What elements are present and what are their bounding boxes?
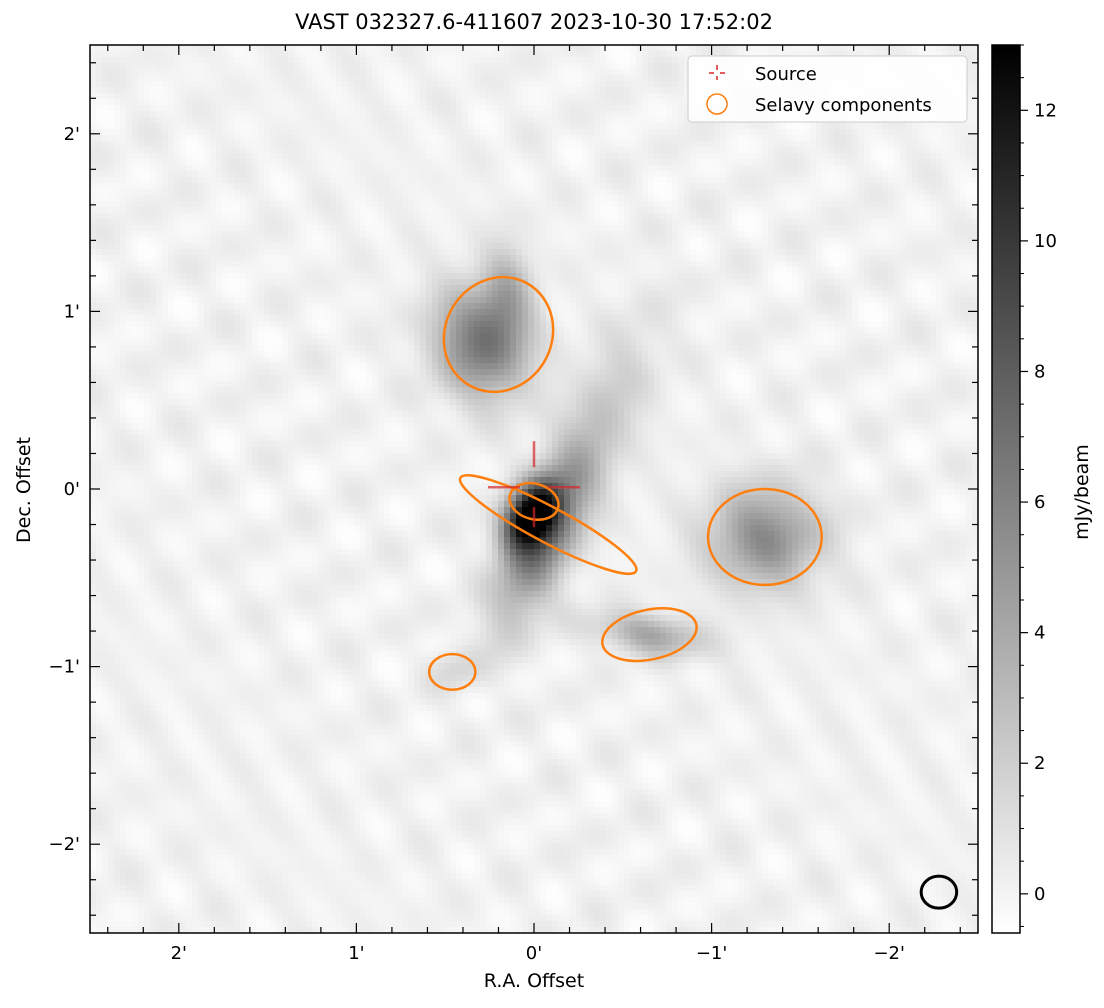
colorbar-tick-label: 4 xyxy=(1034,623,1045,644)
y-tick-label: 1' xyxy=(64,301,80,322)
selavy-component-ellipse xyxy=(706,487,823,587)
legend-source-label: Source xyxy=(755,64,817,85)
selavy-component-ellipse xyxy=(601,607,698,663)
legend-selavy-label: Selavy components xyxy=(755,95,932,116)
x-tick-label: 0' xyxy=(526,943,542,964)
colorbar-tick-label: 6 xyxy=(1034,492,1045,513)
legend-box xyxy=(687,55,968,123)
selavy-component-ellipse xyxy=(442,275,555,394)
x-tick-label: 1' xyxy=(348,943,364,964)
colorbar-tick-label: 2 xyxy=(1034,753,1045,774)
colorbar-tick-label: 0 xyxy=(1034,884,1045,905)
x-tick-label: 2' xyxy=(171,943,187,964)
y-tick-label: 0' xyxy=(64,479,80,500)
selavy-component-ellipse xyxy=(427,652,477,691)
legend-selavy-icon xyxy=(706,93,728,115)
colorbar-tick-label: 12 xyxy=(1034,100,1057,121)
y-axis-label: Dec. Offset xyxy=(13,437,35,543)
y-tick-label: −2' xyxy=(49,834,80,855)
flux-image xyxy=(90,45,978,933)
colorbar xyxy=(991,44,1021,934)
selavy-layer xyxy=(427,275,823,691)
colorbar-tick-label: 8 xyxy=(1034,361,1045,382)
x-tick-label: −1' xyxy=(696,943,727,964)
y-tick-label: −1' xyxy=(49,657,80,678)
beam-ellipse xyxy=(919,874,959,910)
y-tick-label: 2' xyxy=(64,124,80,145)
colorbar-tick-label: 10 xyxy=(1034,231,1057,252)
colorbar-label: mJy/beam xyxy=(1071,444,1093,540)
chart-title: VAST 032327.6-411607 2023-10-30 17:52:02 xyxy=(295,10,773,34)
legend: Source Selavy components xyxy=(687,55,968,123)
x-axis-label: R.A. Offset xyxy=(483,970,585,992)
selavy-component-ellipse xyxy=(508,481,560,522)
x-tick-label: −2' xyxy=(873,943,904,964)
